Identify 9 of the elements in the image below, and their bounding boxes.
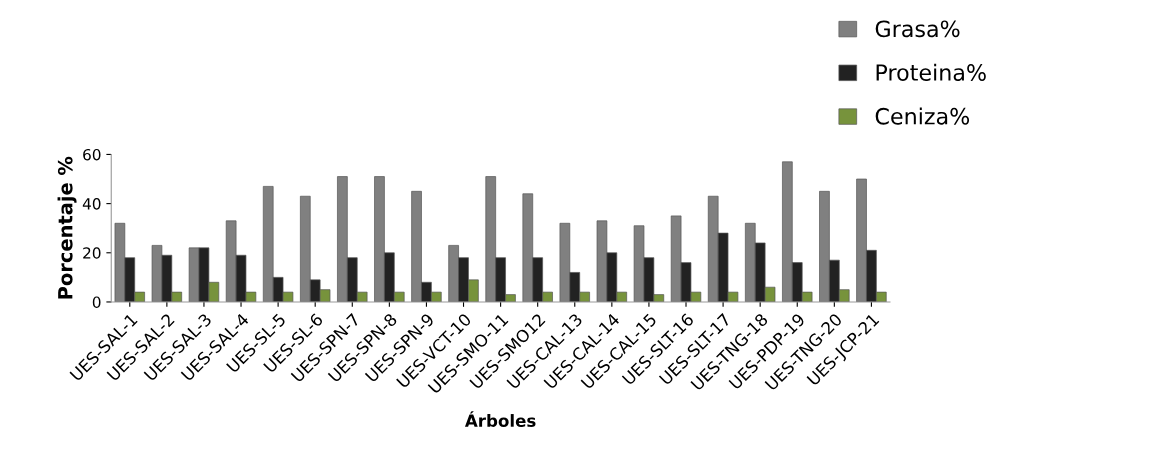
- y-tick-label: 0: [92, 296, 101, 308]
- legend-label: Grasa%: [875, 20, 960, 38]
- legend-label: Proteina%: [876, 63, 986, 81]
- legend-label: Ceniza%: [875, 107, 970, 125]
- y-tick-label: 20: [83, 247, 101, 259]
- y-axis-title: Porcentaje %: [57, 156, 77, 299]
- y-tick-label: 40: [82, 198, 101, 210]
- y-tick-label: 60: [83, 148, 101, 161]
- x-axis-title: Árboles: [464, 411, 536, 427]
